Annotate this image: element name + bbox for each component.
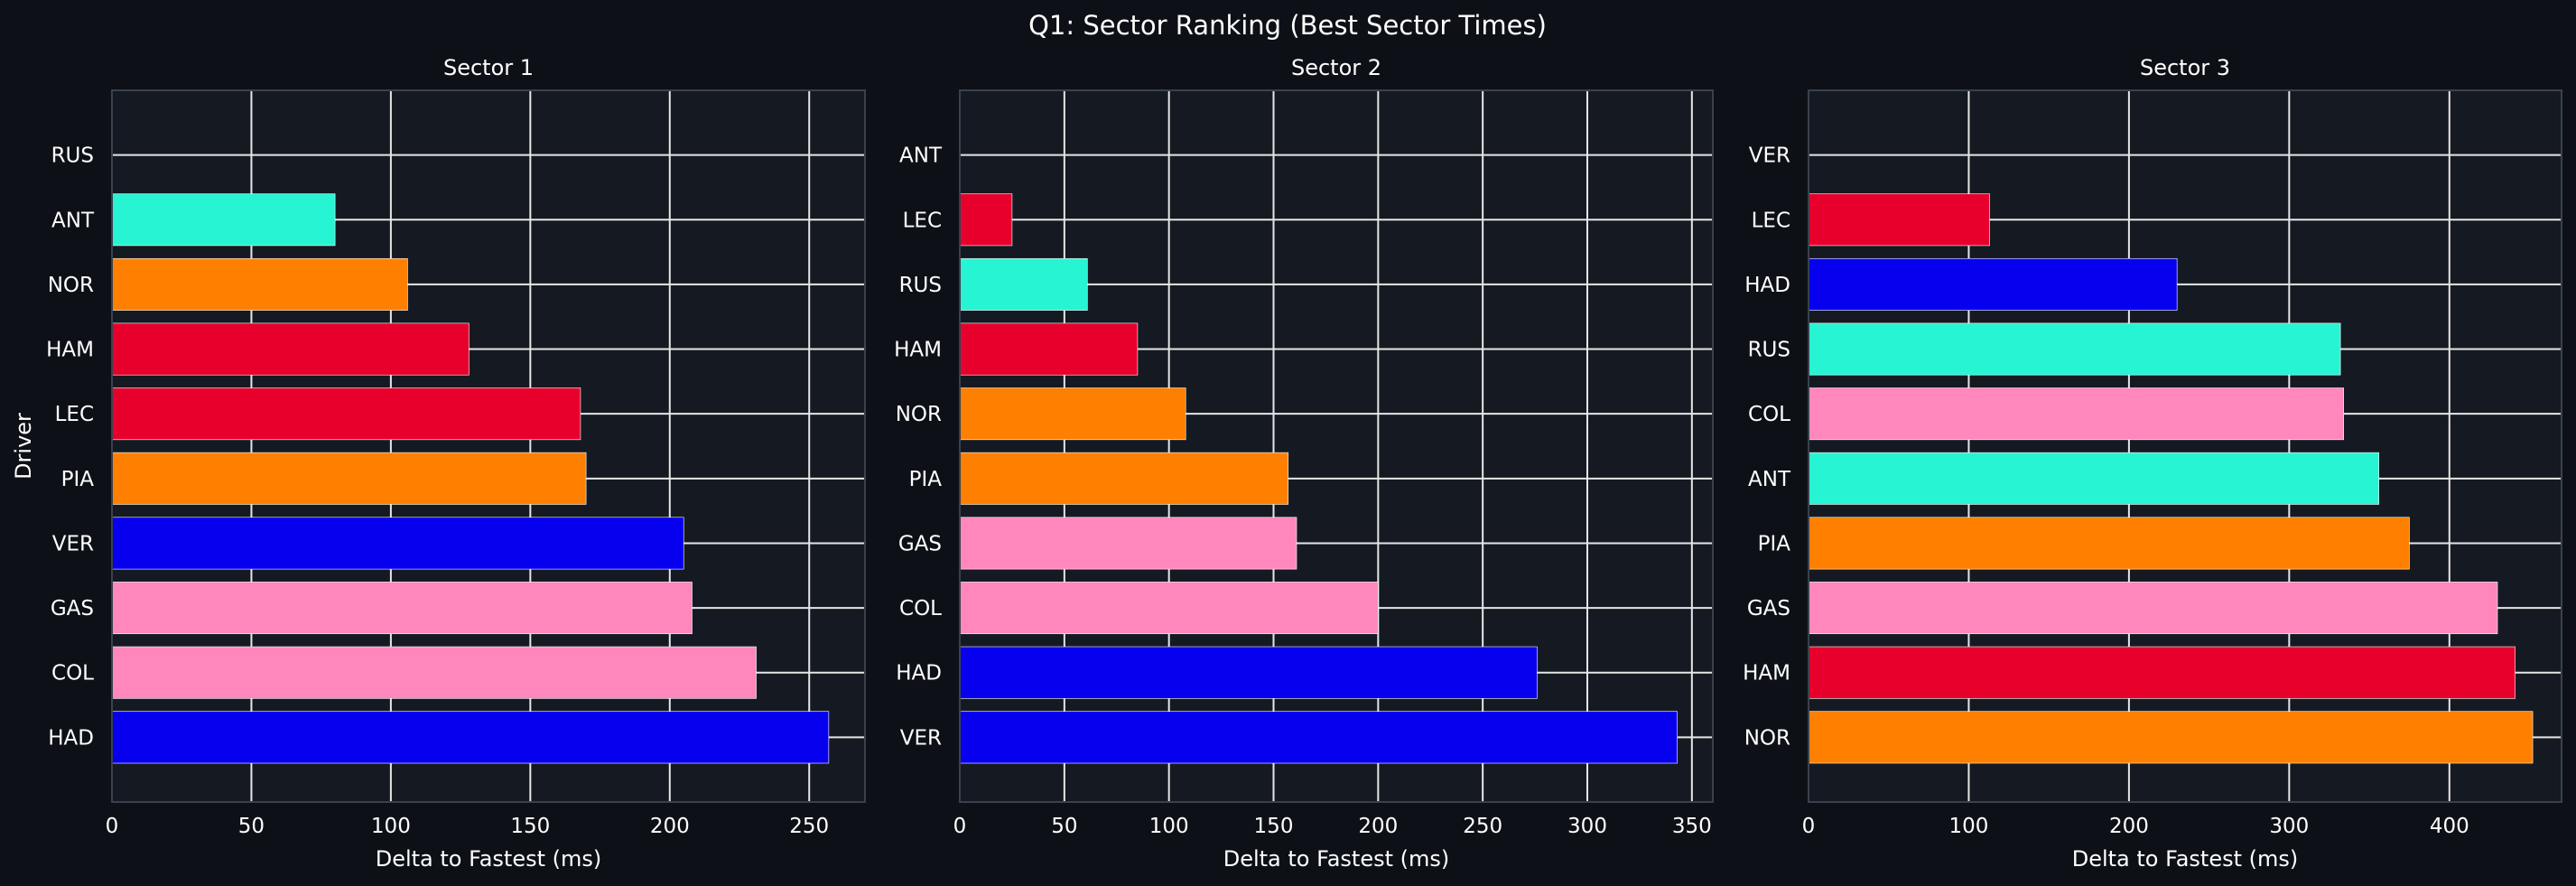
sector-3-ytick-label: PIA bbox=[1758, 532, 1791, 555]
sector-2-ytick-label: VER bbox=[900, 726, 942, 750]
sector-3-xtick-label: 100 bbox=[1948, 815, 1988, 838]
sector-1-bar-gas bbox=[111, 582, 693, 635]
sector-3-bar-lec bbox=[1808, 193, 1990, 247]
sector-2-bar-gas bbox=[959, 517, 1297, 570]
sector-3-bar-ant bbox=[1808, 452, 2380, 505]
sector-3-xtick-label: 200 bbox=[2109, 815, 2149, 838]
figure-title: Q1: Sector Ranking (Best Sector Times) bbox=[1028, 10, 1547, 41]
sector-1-panel: RUS ANT NOR HAM LEC PIA VER GAS COL HAD 0 50 100 150 2… bbox=[11, 55, 866, 872]
sector-2-bar-ver bbox=[959, 711, 1678, 764]
sector-1-ytick-label: ANT bbox=[51, 209, 95, 232]
sector-2-ytick-label: HAM bbox=[894, 339, 942, 362]
sector-1-bar-ver bbox=[111, 517, 684, 570]
sector-2-bar-had bbox=[959, 646, 1538, 699]
sector-2-xtick-label: 0 bbox=[953, 815, 967, 838]
sector-1-frame bbox=[111, 89, 866, 803]
sector-3-bar-col bbox=[1808, 387, 2344, 441]
sector-1-xaxis-label: Delta to Fastest (ms) bbox=[376, 846, 602, 872]
sector-3-ytick-label: HAM bbox=[1743, 662, 1790, 685]
sector-2-ytick-label: LEC bbox=[903, 209, 942, 232]
sector-1-ytick-label: VER bbox=[52, 532, 94, 555]
sector-1-title: Sector 1 bbox=[443, 55, 534, 80]
panels: RUS ANT NOR HAM LEC PIA VER GAS COL HAD 0 50 100 150 2… bbox=[11, 55, 2562, 872]
sector-3-frame bbox=[1808, 89, 2562, 803]
sector-3-bar-pia bbox=[1808, 517, 2410, 570]
sector-2-xaxis-label: Delta to Fastest (ms) bbox=[1223, 846, 1450, 872]
sector-2-ytick-label: NOR bbox=[896, 403, 942, 426]
sector-2-bar-nor bbox=[959, 387, 1186, 441]
sector-2-panel: ANT LEC RUS HAM NOR PIA GAS COL HAD VER 0 50 100 150 2… bbox=[894, 55, 1714, 872]
sector-1-xtick-label: 0 bbox=[106, 815, 119, 838]
sector-1-bar-pia bbox=[111, 452, 587, 505]
sector-1-bar-lec bbox=[111, 387, 581, 441]
sector-2-bar-ham bbox=[959, 322, 1139, 376]
sector-3-ytick-label: RUS bbox=[1748, 339, 1790, 362]
sector-2-bar-pia bbox=[959, 452, 1289, 505]
sector-2-xtick-label: 100 bbox=[1149, 815, 1189, 838]
sector-3-xtick-label: 300 bbox=[2269, 815, 2309, 838]
sector-1-ytick-label: NOR bbox=[48, 274, 94, 297]
sector-1-ytick-label: LEC bbox=[55, 403, 94, 426]
sector-1-ytick-label: HAM bbox=[46, 339, 94, 362]
sector-2-bar-col bbox=[959, 582, 1379, 635]
sector-1-yaxis-label: Driver bbox=[11, 413, 36, 480]
sector-3-xaxis-label: Delta to Fastest (ms) bbox=[2072, 846, 2299, 872]
sector-1-bar-col bbox=[111, 646, 757, 699]
sector-3-xtick-label: 0 bbox=[1802, 815, 1816, 838]
sector-3-bar-nor bbox=[1808, 711, 2534, 764]
sector-2-xtick-label: 300 bbox=[1567, 815, 1607, 838]
sector-3-ytick-label: HAD bbox=[1744, 274, 1790, 297]
sector-1-ytick-label: RUS bbox=[51, 145, 94, 168]
sector-3-ytick-label: NOR bbox=[1744, 726, 1790, 750]
sector-2-ytick-label: COL bbox=[899, 597, 942, 620]
sector-2-bar-rus bbox=[959, 257, 1088, 311]
sector-1-bar-ham bbox=[111, 322, 470, 376]
sector-3-ytick-label: ANT bbox=[1748, 468, 1791, 491]
sector-2-title: Sector 2 bbox=[1291, 55, 1381, 80]
sector-1-xtick-label: 100 bbox=[371, 815, 411, 838]
sector-1-ytick-label: HAD bbox=[48, 726, 94, 750]
sector-1-xtick-label: 50 bbox=[238, 815, 265, 838]
sector-1-bar-ant bbox=[111, 193, 336, 247]
sector-2-xtick-label: 350 bbox=[1672, 815, 1712, 838]
sector-3-ytick-label: LEC bbox=[1752, 209, 1790, 232]
sector-1-bar-nor bbox=[111, 257, 408, 311]
sector-2-xtick-label: 200 bbox=[1358, 815, 1398, 838]
sector-1-xtick-label: 250 bbox=[789, 815, 829, 838]
sector-3-bar-ham bbox=[1808, 646, 2516, 699]
sector-3-bar-gas bbox=[1808, 582, 2498, 635]
sector-2-xtick-label: 250 bbox=[1463, 815, 1502, 838]
sector-3-panel: VER LEC HAD RUS COL ANT PIA GAS HAM NOR 0 100 200 300… bbox=[1743, 55, 2562, 872]
sector-2-ytick-label: RUS bbox=[899, 274, 942, 297]
sector-3-ytick-label: GAS bbox=[1747, 597, 1790, 620]
sector-1-ytick-label: GAS bbox=[51, 597, 94, 620]
sector-2-ytick-label: PIA bbox=[909, 468, 943, 491]
sector-2-ytick-label: ANT bbox=[899, 145, 943, 168]
sector-2-xtick-label: 150 bbox=[1254, 815, 1294, 838]
sector-1-ytick-label: PIA bbox=[61, 468, 95, 491]
sector-3-bar-had bbox=[1808, 257, 2178, 311]
sector-1-ytick-label: COL bbox=[51, 662, 94, 685]
sector-3-ytick-label: COL bbox=[1748, 403, 1790, 426]
sector-2-xtick-label: 50 bbox=[1051, 815, 1077, 838]
sector-1-xtick-label: 200 bbox=[650, 815, 690, 838]
sector-3-bar-rus bbox=[1808, 322, 2341, 376]
sector-3-title: Sector 3 bbox=[2140, 55, 2230, 80]
sector-2-ytick-label: GAS bbox=[898, 532, 942, 555]
sector-1-xtick-label: 150 bbox=[510, 815, 550, 838]
sector-2-frame bbox=[959, 89, 1714, 803]
sector-2-bar-lec bbox=[959, 193, 1013, 247]
sector-2-ytick-label: HAD bbox=[896, 662, 942, 685]
sector-3-xtick-label: 400 bbox=[2430, 815, 2469, 838]
sector-3-ytick-label: VER bbox=[1749, 145, 1790, 168]
sector-1-bar-had bbox=[111, 711, 830, 764]
